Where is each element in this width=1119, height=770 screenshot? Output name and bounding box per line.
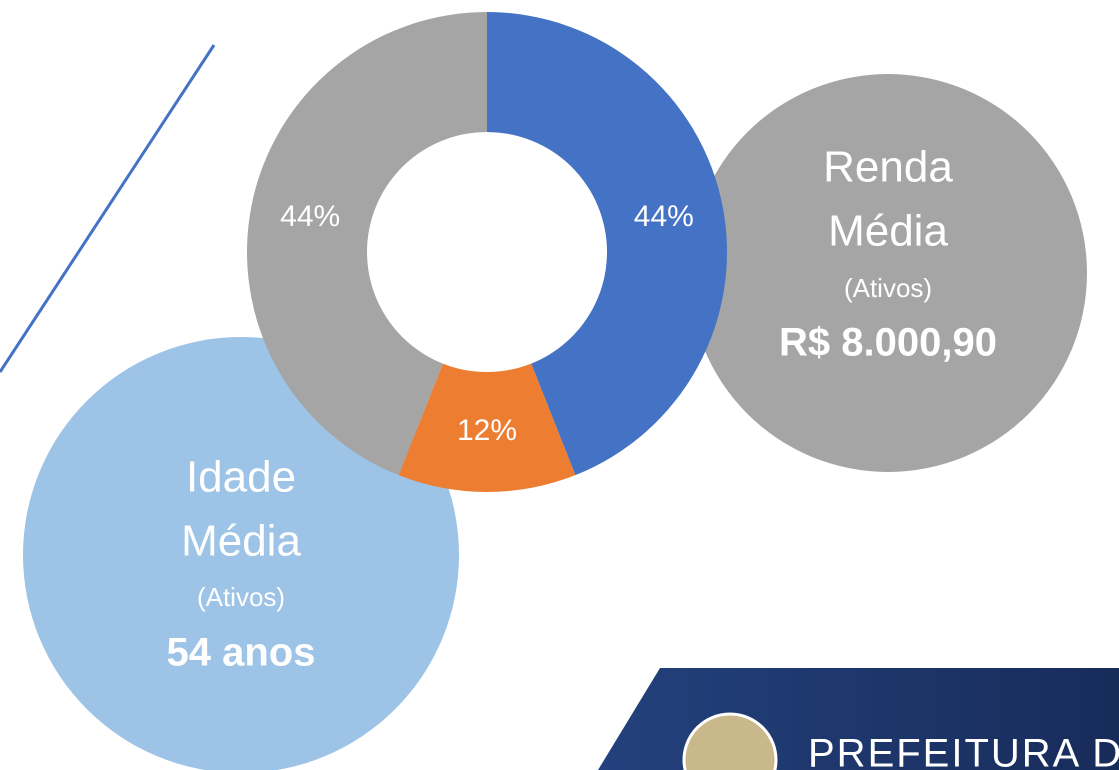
callout-line: Média (828, 207, 948, 256)
callout: Idade Média (Ativos) 54 anos (167, 453, 316, 675)
data-label: 44% (280, 200, 340, 233)
callout-line: Média (181, 517, 301, 566)
logo: PREFEITURA D (598, 668, 1119, 770)
callout-value: 54 anos (167, 631, 316, 675)
callout-line: Idade (186, 453, 296, 502)
logo-text: PREFEITURA D (808, 732, 1119, 770)
callout-circle (689, 74, 1087, 472)
data-label: 12% (457, 414, 517, 447)
donut: 44% 12% 44% (246, 12, 728, 493)
callout: Renda Média (Ativos) R$ 8.000,90 (779, 143, 997, 365)
donut-slice (246, 12, 487, 476)
donut-slice (487, 12, 728, 476)
donut-slice (398, 363, 576, 493)
data-label: 44% (634, 200, 694, 233)
decor-line (0, 44, 216, 373)
logo-crest (682, 712, 778, 770)
callout-sub: (Ativos) (197, 582, 285, 612)
callout-value: R$ 8.000,90 (779, 321, 997, 365)
callout-line: Renda (823, 143, 953, 192)
callout-sub: (Ativos) (844, 273, 932, 303)
